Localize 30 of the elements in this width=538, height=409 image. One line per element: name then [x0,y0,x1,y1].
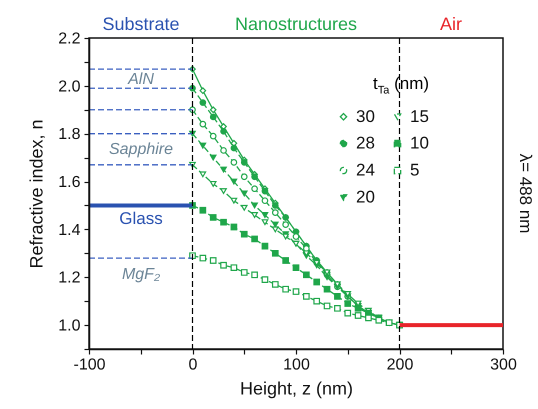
x-tick-label: 200 [386,356,414,374]
x-tick-label: 100 [283,356,310,374]
y-tick-label: 1.0 [58,318,81,335]
text: Nanostructures [234,14,358,34]
legend-label: 15 [410,106,429,126]
text: λ= 488 nm [516,154,535,234]
annotation: Glass [119,209,163,228]
text: Air [440,14,462,34]
x-axis-title: Height, z (nm) [240,378,354,398]
annotation: AlN [127,71,154,88]
annotation: Sapphire [108,141,174,158]
y-axis-title: Refractive index, n [26,119,46,269]
legend-label: 10 [410,134,429,152]
y-tick-label: 1.8 [58,126,81,144]
text: Substrate [102,14,180,34]
legend-label: 20 [356,188,375,206]
y-tick-label: 2.2 [58,30,81,48]
annotation: MgF₂ [122,266,160,283]
x-tick-label: 300 [490,356,517,374]
y-tick-label: 1.2 [58,270,81,287]
y-tick-label: 1.4 [58,222,81,239]
x-tick-label: 0 [188,356,198,374]
legend-label: 28 [356,134,375,152]
legend-label: 5 [410,160,420,180]
legend-label: 30 [356,106,375,126]
y-tick-label: 2.0 [58,78,81,96]
y-tick-label: 1.6 [58,174,81,192]
legend-title: t$_{Ta}$ (nm) [373,74,430,96]
legend-label: 24 [356,160,375,180]
x-tick-label: -100 [73,356,106,374]
